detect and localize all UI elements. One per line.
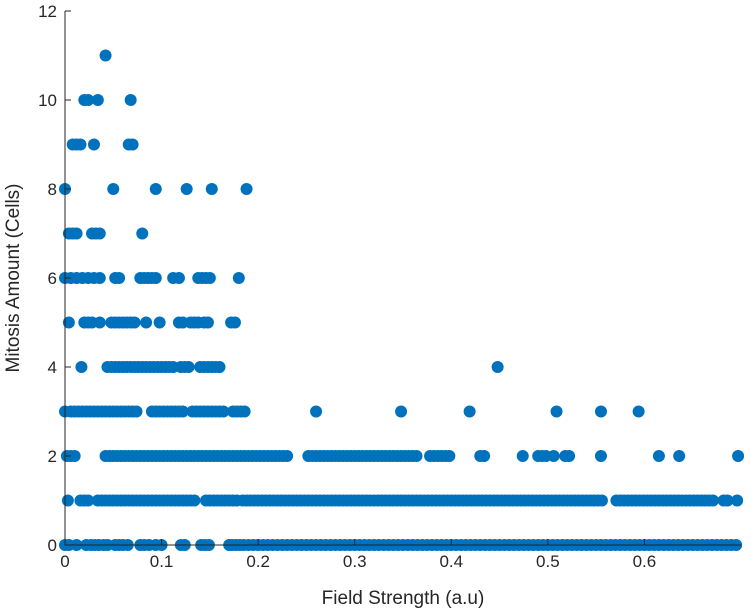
- data-point: [706, 494, 719, 507]
- data-point: [188, 494, 201, 507]
- data-point: [673, 450, 686, 462]
- data-point: [61, 494, 74, 507]
- y-tick-label: 2: [48, 447, 57, 466]
- data-point: [652, 450, 665, 462]
- data-point: [130, 405, 143, 418]
- data-point: [93, 272, 106, 284]
- data-point: [74, 138, 87, 151]
- data-point: [516, 450, 529, 462]
- data-point: [478, 450, 491, 462]
- data-point: [443, 450, 456, 462]
- data-point: [126, 138, 139, 151]
- data-point: [82, 494, 95, 507]
- data-point: [93, 316, 106, 329]
- data-point: [550, 405, 563, 418]
- data-point: [731, 494, 744, 507]
- x-axis-label: Field Strength (a.u): [322, 588, 485, 609]
- data-point: [205, 183, 218, 195]
- x-tick-label: 0.5: [536, 552, 560, 571]
- data-point: [124, 94, 137, 106]
- x-tick-label: 0.6: [633, 552, 657, 571]
- data-point: [563, 450, 576, 462]
- data-point: [410, 450, 423, 462]
- data-point: [632, 405, 645, 418]
- data-point: [721, 494, 734, 507]
- data-point: [281, 450, 294, 462]
- data-point: [107, 183, 120, 195]
- y-axis-ticks: 0 2 4 6 8 10 12: [38, 2, 71, 555]
- x-tick-label: 0.2: [246, 552, 270, 571]
- x-axis-ticks: 0 0.1 0.2 0.3 0.4 0.5 0.6: [60, 539, 656, 571]
- data-point: [395, 405, 408, 418]
- data-point: [82, 94, 95, 106]
- data-point: [310, 405, 323, 418]
- data-point: [149, 183, 162, 195]
- y-tick-label: 8: [48, 180, 57, 199]
- data-point: [594, 405, 607, 418]
- x-tick-label: 0.1: [150, 552, 174, 571]
- data-point: [547, 450, 560, 462]
- data-point: [232, 272, 245, 284]
- data-point: [68, 450, 81, 462]
- data-point: [180, 183, 193, 195]
- data-point: [732, 450, 745, 462]
- data-point: [491, 361, 504, 373]
- data-point: [238, 405, 251, 418]
- y-tick-label: 12: [38, 2, 57, 21]
- data-point: [595, 494, 608, 507]
- data-point: [176, 405, 189, 418]
- data-point: [140, 316, 153, 329]
- data-point: [228, 316, 241, 329]
- y-tick-label: 6: [48, 269, 57, 288]
- data-point: [136, 227, 149, 240]
- data-point: [201, 316, 214, 329]
- data-point: [217, 405, 230, 418]
- data-point: [213, 361, 226, 373]
- y-tick-label: 10: [38, 91, 57, 110]
- y-tick-label: 4: [48, 358, 57, 377]
- data-point: [93, 227, 106, 240]
- data-point: [240, 183, 253, 195]
- axes: [64, 11, 741, 546]
- data-points: [59, 49, 745, 551]
- data-point: [75, 361, 88, 373]
- data-point: [99, 49, 112, 62]
- x-tick-label: 0.3: [343, 552, 367, 571]
- data-point: [91, 94, 104, 106]
- x-tick-label: 0: [60, 552, 69, 571]
- data-point: [172, 272, 185, 284]
- data-point: [149, 272, 162, 284]
- data-point: [153, 316, 166, 329]
- data-point: [594, 450, 607, 462]
- data-point: [62, 316, 75, 329]
- data-point: [87, 138, 100, 151]
- data-point: [203, 272, 216, 284]
- data-point: [70, 227, 83, 240]
- data-point: [128, 316, 141, 329]
- y-tick-label: 0: [48, 536, 57, 555]
- x-tick-label: 0.4: [439, 552, 463, 571]
- data-point: [113, 272, 126, 284]
- y-axis-label: Mitosis Amount (Cells): [3, 184, 24, 373]
- data-point: [182, 361, 195, 373]
- data-point: [463, 405, 476, 418]
